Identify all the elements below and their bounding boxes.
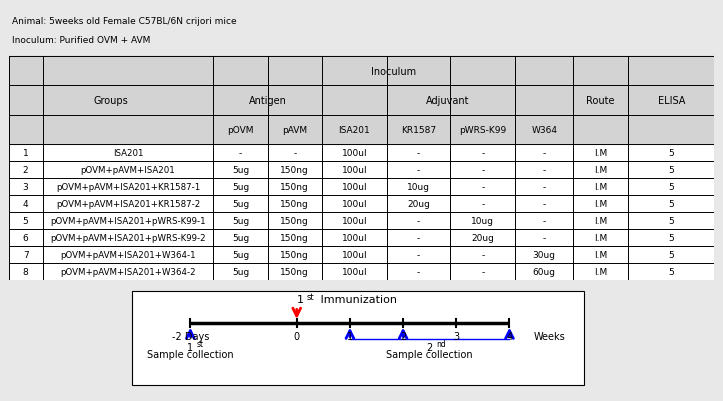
Text: 150ng: 150ng (281, 166, 309, 174)
Text: I.M: I.M (594, 251, 607, 260)
Text: pOVM+pAVM+ISA201: pOVM+pAVM+ISA201 (80, 166, 175, 174)
Text: 100ul: 100ul (342, 234, 367, 243)
Text: ISA201: ISA201 (113, 149, 143, 158)
Text: Groups: Groups (93, 96, 129, 106)
Text: pAVM: pAVM (282, 126, 307, 134)
Text: I.M: I.M (594, 200, 607, 209)
Text: -: - (417, 166, 420, 174)
Text: -: - (482, 166, 484, 174)
Text: pOVM+pAVM+ISA201+W364-1: pOVM+pAVM+ISA201+W364-1 (60, 251, 196, 260)
Text: Weeks: Weeks (534, 331, 565, 341)
Polygon shape (9, 179, 714, 196)
Polygon shape (9, 8, 714, 57)
Text: Sample collection: Sample collection (147, 349, 234, 359)
Text: -: - (543, 149, 546, 158)
Text: Inoculum: Purified OVM + AVM: Inoculum: Purified OVM + AVM (12, 36, 150, 45)
Text: Route: Route (586, 96, 615, 106)
Text: -: - (417, 149, 420, 158)
Text: pOVM+pAVM+ISA201+KR1587-2: pOVM+pAVM+ISA201+KR1587-2 (56, 200, 200, 209)
Text: 5: 5 (668, 200, 674, 209)
Text: 5ug: 5ug (232, 217, 249, 226)
Polygon shape (322, 86, 573, 115)
Text: pOVM+pAVM+ISA201+pWRS-K99-2: pOVM+pAVM+ISA201+pWRS-K99-2 (50, 234, 206, 243)
Polygon shape (9, 230, 714, 247)
Polygon shape (9, 57, 213, 145)
Polygon shape (9, 247, 714, 264)
Text: 5: 5 (22, 217, 28, 226)
Text: 5: 5 (668, 183, 674, 192)
Text: 5ug: 5ug (232, 183, 249, 192)
Text: 100ul: 100ul (342, 149, 367, 158)
Text: -2 Days: -2 Days (171, 331, 209, 341)
Text: 5: 5 (668, 268, 674, 277)
Text: pOVM+pAVM+ISA201+KR1587-1: pOVM+pAVM+ISA201+KR1587-1 (56, 183, 200, 192)
Text: -: - (417, 234, 420, 243)
Polygon shape (9, 213, 714, 230)
Text: ELISA: ELISA (658, 96, 685, 106)
Text: 100ul: 100ul (342, 166, 367, 174)
Text: 100ul: 100ul (342, 183, 367, 192)
Text: -: - (482, 251, 484, 260)
Text: I.M: I.M (594, 166, 607, 174)
Text: 150ng: 150ng (281, 183, 309, 192)
Text: I.M: I.M (594, 234, 607, 243)
Text: 4: 4 (23, 200, 28, 209)
Text: pOVM: pOVM (227, 126, 254, 134)
Text: 5: 5 (668, 234, 674, 243)
Text: 150ng: 150ng (281, 234, 309, 243)
Text: 150ng: 150ng (281, 268, 309, 277)
Text: -: - (482, 149, 484, 158)
Text: 1: 1 (187, 342, 194, 352)
Text: 2: 2 (400, 331, 406, 341)
Text: 3: 3 (453, 331, 459, 341)
Text: st: st (307, 292, 314, 301)
Polygon shape (9, 162, 714, 179)
Text: -: - (482, 268, 484, 277)
Text: W364: W364 (531, 126, 557, 134)
Text: ISA201: ISA201 (338, 126, 370, 134)
Text: -: - (482, 200, 484, 209)
Text: -: - (294, 149, 296, 158)
Text: 30ug: 30ug (533, 251, 556, 260)
Text: 4: 4 (506, 331, 513, 341)
Text: pWRS-K99: pWRS-K99 (459, 126, 507, 134)
Text: 1: 1 (296, 294, 304, 304)
Polygon shape (9, 145, 714, 162)
Text: 20ug: 20ug (471, 234, 495, 243)
Text: 100ul: 100ul (342, 268, 367, 277)
Text: 100ul: 100ul (342, 200, 367, 209)
Polygon shape (213, 115, 573, 145)
Text: 1: 1 (347, 331, 353, 341)
Text: 5ug: 5ug (232, 251, 249, 260)
Text: -: - (239, 149, 242, 158)
Text: Animal: 5weeks old Female C57BL/6N crijori mice: Animal: 5weeks old Female C57BL/6N crijo… (12, 17, 237, 26)
Text: -: - (482, 183, 484, 192)
Text: 150ng: 150ng (281, 251, 309, 260)
Text: 5: 5 (668, 251, 674, 260)
Text: 2: 2 (23, 166, 28, 174)
Text: 0: 0 (294, 331, 300, 341)
Polygon shape (213, 57, 573, 86)
Polygon shape (628, 57, 714, 145)
Text: 1: 1 (22, 149, 28, 158)
Text: -: - (543, 234, 546, 243)
Polygon shape (9, 196, 714, 213)
Text: 5ug: 5ug (232, 268, 249, 277)
Text: -: - (543, 183, 546, 192)
Text: KR1587: KR1587 (401, 126, 436, 134)
Text: pOVM+pAVM+ISA201+W364-2: pOVM+pAVM+ISA201+W364-2 (60, 268, 196, 277)
Text: 5ug: 5ug (232, 166, 249, 174)
Text: 100ul: 100ul (342, 251, 367, 260)
Text: nd: nd (436, 340, 446, 348)
Text: 5: 5 (668, 149, 674, 158)
Text: -: - (543, 200, 546, 209)
Polygon shape (9, 57, 714, 145)
Text: 5ug: 5ug (232, 234, 249, 243)
Text: Sample collection: Sample collection (386, 349, 473, 359)
Text: -: - (417, 217, 420, 226)
Text: 5: 5 (668, 217, 674, 226)
Polygon shape (573, 57, 628, 145)
Text: 10ug: 10ug (471, 217, 495, 226)
Text: 6: 6 (22, 234, 28, 243)
